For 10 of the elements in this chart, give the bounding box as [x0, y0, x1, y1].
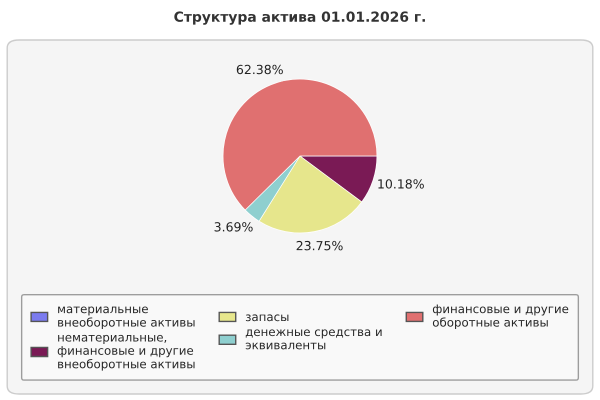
legend-label: нематериальные, финансовые и другие внеоборотные активы [58, 334, 195, 371]
data-label: 10.18% [378, 179, 424, 189]
legend-label: денежные средства и эквиваленты [246, 329, 382, 350]
chart-title: Структура актива 01.01.2026 г. [174, 11, 425, 25]
legend-label: материальные внеоборотные активы [58, 306, 195, 330]
legend-label: финансовые и другие оборотные активы [432, 304, 568, 330]
legend-label: запасы [246, 314, 288, 322]
data-label: 62.38% [236, 64, 283, 74]
data-label: 3.69% [214, 222, 253, 232]
data-label: 23.75% [296, 240, 343, 250]
